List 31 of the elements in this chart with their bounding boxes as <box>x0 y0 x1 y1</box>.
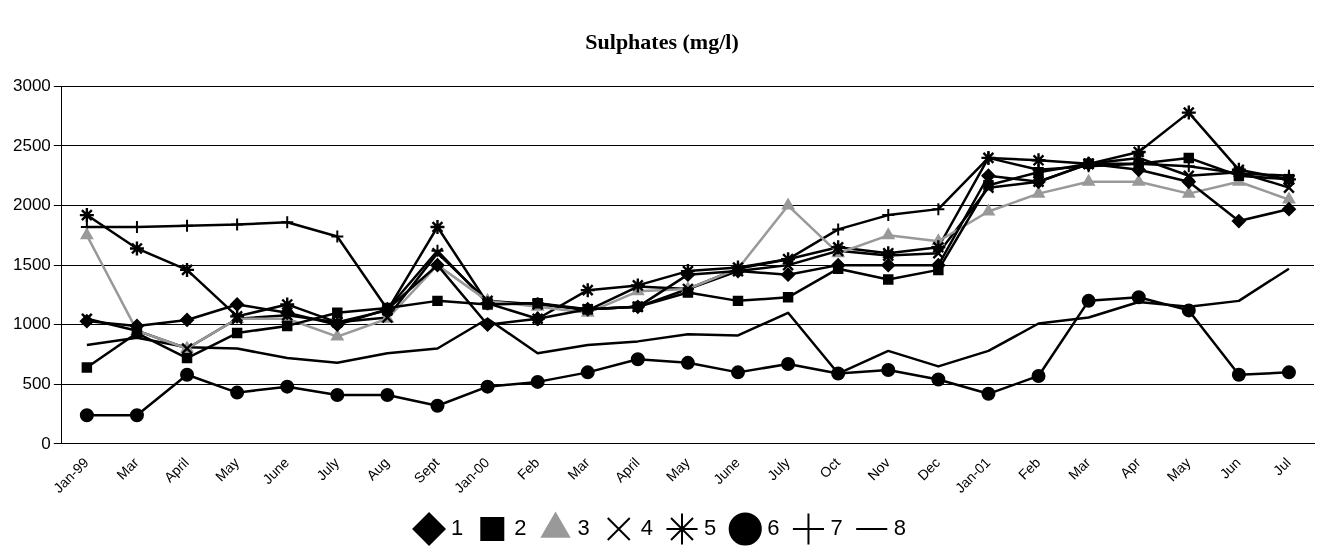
y-tick-label: 3000 <box>12 76 51 96</box>
y-tick-label: 1000 <box>12 314 51 334</box>
x-tick-label: July <box>764 454 793 484</box>
x-tick-label: Mar <box>564 454 593 483</box>
chart-title: Sulphates (mg/l) <box>585 28 739 54</box>
legend-label: 7 <box>830 515 843 541</box>
y-tick-label: 2500 <box>12 135 51 155</box>
legend-label: 4 <box>640 515 654 541</box>
y-tick-label: 2000 <box>12 195 51 215</box>
legend-label: 2 <box>514 515 527 541</box>
x-tick-label: Oct <box>816 454 844 482</box>
y-tick-label: 1500 <box>12 254 51 274</box>
x-tick-label: May <box>211 454 242 485</box>
x-tick-label: July <box>313 454 343 484</box>
x-tick-label: Jul <box>1269 454 1294 479</box>
x-tick-label: Dec <box>914 454 944 484</box>
legend-label: 6 <box>767 515 780 541</box>
legend-label: 8 <box>893 515 906 541</box>
x-tick-label: Aug <box>363 454 393 484</box>
x-tick-label: Feb <box>514 454 543 483</box>
legend-label: 5 <box>704 515 717 541</box>
x-tick-label: Mar <box>113 454 143 483</box>
x-tick-label: Feb <box>1015 454 1044 483</box>
legend-label: 3 <box>577 515 590 541</box>
x-tick-label: Apr <box>1116 454 1144 482</box>
y-tick-label: 0 <box>41 433 51 453</box>
legend-label: 1 <box>451 515 464 541</box>
y-tick-label: 500 <box>22 373 51 393</box>
x-tick-label: Nov <box>864 454 894 484</box>
x-tick-label: Jun <box>1216 454 1244 482</box>
x-tick-label: Mar <box>1065 454 1094 483</box>
